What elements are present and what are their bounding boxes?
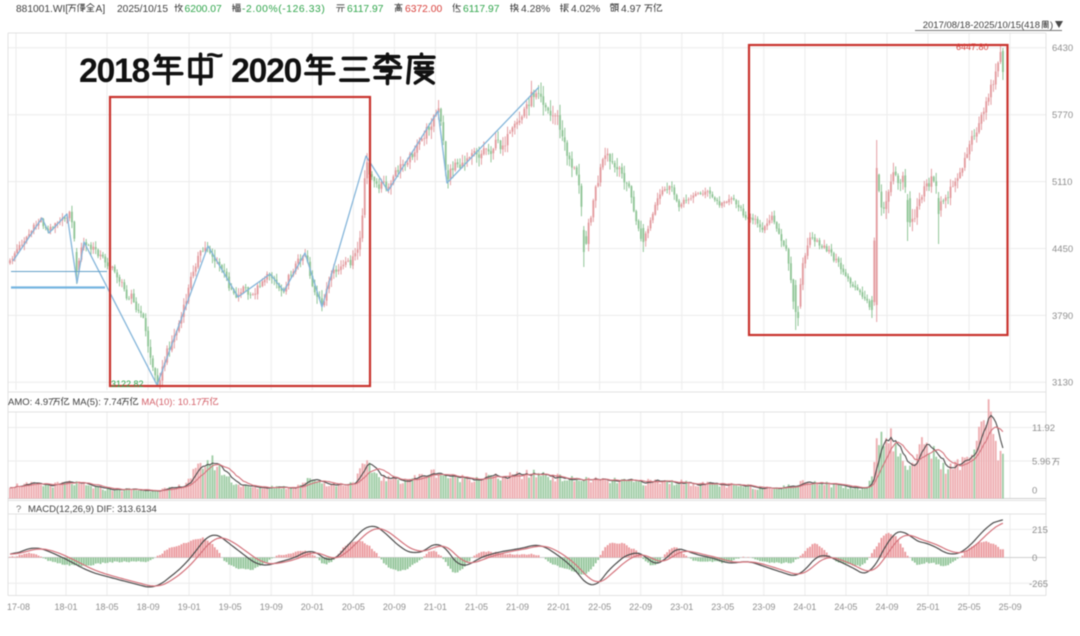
svg-text:20-09: 20-09 <box>383 602 406 612</box>
svg-text:3130: 3130 <box>1052 378 1073 389</box>
svg-text:11.92: 11.92 <box>1032 423 1055 434</box>
svg-text:19-01: 19-01 <box>178 602 201 612</box>
svg-text:MA(5): 7.74: MA(5): 7.74 <box>72 397 122 408</box>
svg-text:21-09: 21-09 <box>506 602 529 612</box>
svg-text:215: 215 <box>1032 525 1048 536</box>
svg-text:25-09: 25-09 <box>999 602 1022 612</box>
svg-text:20-01: 20-01 <box>301 602 324 612</box>
svg-text:4450: 4450 <box>1052 244 1073 255</box>
svg-text:24-05: 24-05 <box>834 602 857 612</box>
svg-text:5110: 5110 <box>1052 177 1072 188</box>
svg-text:4.02%: 4.02% <box>571 4 600 15</box>
svg-text:6447.80: 6447.80 <box>956 42 989 52</box>
svg-text:20-05: 20-05 <box>342 602 365 612</box>
svg-text:22-09: 22-09 <box>629 602 652 612</box>
svg-text:21-01: 21-01 <box>424 602 447 612</box>
svg-text:2020: 2020 <box>231 52 302 90</box>
svg-text:A]: A] <box>96 4 106 15</box>
svg-text:2025/10/15: 2025/10/15 <box>117 4 168 15</box>
svg-text:6430: 6430 <box>1052 43 1073 54</box>
svg-text:~: ~ <box>206 39 224 72</box>
svg-text:): ) <box>1050 20 1053 31</box>
svg-text:0: 0 <box>1032 553 1037 564</box>
svg-text:3122.82: 3122.82 <box>111 379 144 389</box>
svg-text:25-05: 25-05 <box>958 602 981 612</box>
svg-text:25-01: 25-01 <box>917 602 940 612</box>
svg-text:18-01: 18-01 <box>54 602 77 612</box>
svg-text:AMO: 4.97: AMO: 4.97 <box>8 397 53 408</box>
svg-text:4.97: 4.97 <box>621 4 641 15</box>
svg-text:2018: 2018 <box>79 52 150 90</box>
svg-text:6117.97: 6117.97 <box>347 4 384 15</box>
svg-text:23-09: 23-09 <box>752 602 775 612</box>
svg-text:2017/08/18-2025/10/15(418: 2017/08/18-2025/10/15(418 <box>923 20 1040 31</box>
svg-text:19-09: 19-09 <box>260 602 283 612</box>
svg-text:3790: 3790 <box>1052 311 1073 322</box>
svg-text:MA(10): 10.17: MA(10): 10.17 <box>141 397 201 408</box>
svg-text:0: 0 <box>1032 486 1037 497</box>
svg-text:?: ? <box>16 504 21 515</box>
svg-text:MACD(12,26,9) DIF: 313.6134: MACD(12,26,9) DIF: 313.6134 <box>28 504 157 515</box>
svg-text:881001.WI[: 881001.WI[ <box>16 4 68 15</box>
svg-text:6200.07: 6200.07 <box>185 4 222 15</box>
svg-text:17-08: 17-08 <box>7 602 30 612</box>
svg-text:23-05: 23-05 <box>711 602 734 612</box>
svg-text:5.96: 5.96 <box>1032 457 1051 468</box>
svg-text:24-09: 24-09 <box>875 602 898 612</box>
svg-text:18-09: 18-09 <box>137 602 160 612</box>
svg-text:21-05: 21-05 <box>465 602 488 612</box>
svg-text:19-05: 19-05 <box>219 602 242 612</box>
svg-text:18-05: 18-05 <box>96 602 119 612</box>
svg-text:23-01: 23-01 <box>670 602 693 612</box>
svg-text:24-01: 24-01 <box>793 602 816 612</box>
svg-text:6372.00: 6372.00 <box>405 4 442 15</box>
svg-text:6117.97: 6117.97 <box>463 4 500 15</box>
svg-text:-2.00%(-126.33): -2.00%(-126.33) <box>242 4 325 15</box>
svg-text:22-01: 22-01 <box>547 602 570 612</box>
svg-text:5770: 5770 <box>1052 110 1073 121</box>
svg-text:4.28%: 4.28% <box>521 4 550 15</box>
svg-text:22-05: 22-05 <box>588 602 611 612</box>
svg-text:-265: -265 <box>1029 579 1048 590</box>
